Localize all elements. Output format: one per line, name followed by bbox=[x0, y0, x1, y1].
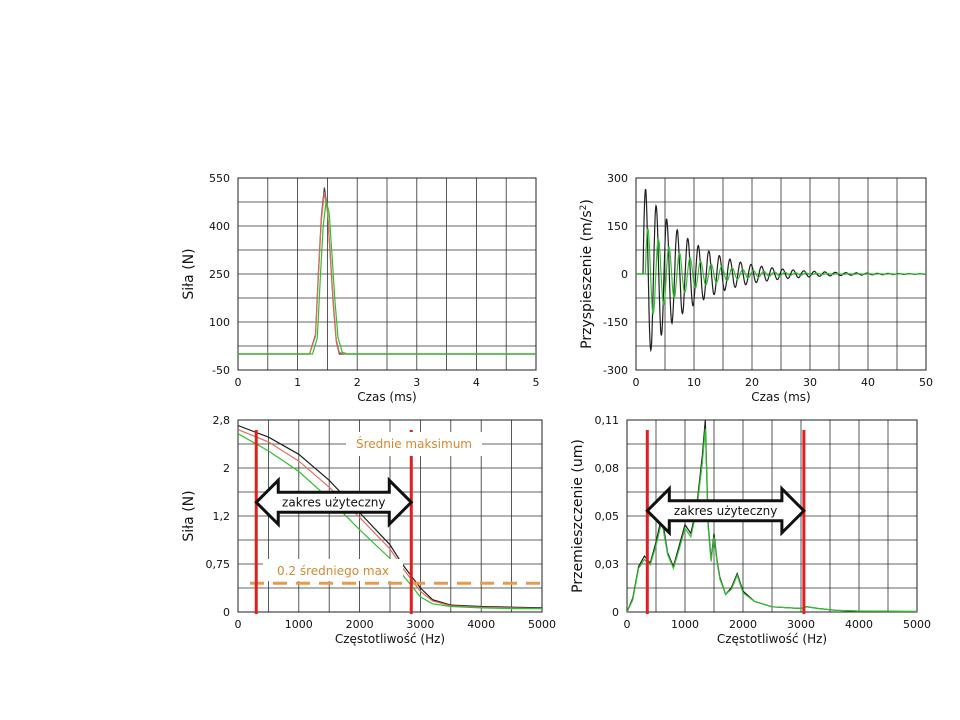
y-tick-label: -300 bbox=[603, 364, 628, 377]
x-axis-title: Czas (ms) bbox=[357, 390, 416, 404]
y-tick-label: 150 bbox=[607, 220, 628, 233]
x-axis-title: Częstotliwość (Hz) bbox=[717, 632, 827, 646]
x-tick-label: 1000 bbox=[671, 618, 699, 631]
x-tick-label: 40 bbox=[861, 376, 875, 389]
y-tick-label: 0,08 bbox=[595, 462, 620, 475]
plot-frame bbox=[626, 419, 918, 613]
y-axis-title: Przyspieszenie (m/s2) bbox=[579, 199, 595, 349]
y-tick-label: 0,05 bbox=[595, 510, 620, 523]
x-tick-label: 0 bbox=[235, 376, 242, 389]
x-tick-label: 20 bbox=[745, 376, 759, 389]
y-tick-label: 0,75 bbox=[206, 558, 231, 571]
useful-range-label: zakres użyteczny bbox=[282, 495, 385, 509]
series-line-1 bbox=[238, 192, 536, 355]
series-group bbox=[238, 187, 536, 355]
plot-frame bbox=[237, 419, 543, 613]
x-tick-label: 2000 bbox=[346, 618, 374, 631]
useful-range-label: zakres użyteczny bbox=[674, 504, 777, 518]
fraction-max-label: 0.2 średniego max bbox=[277, 564, 389, 578]
chart-force-time: 0 1 2 3 4 5 -50 100 250 400 550 Czas (ms) Siła (N) bbox=[181, 172, 540, 404]
max-label-bg bbox=[346, 432, 482, 456]
series-group bbox=[627, 420, 917, 612]
chart-accel-time: 0 10 20 30 40 50 -300 -150 0 150 300 Czas (ms) Przys… bbox=[579, 172, 933, 404]
series-line-1 bbox=[636, 227, 926, 316]
y-axis-title-end: ) bbox=[579, 199, 595, 204]
x-tick-label: 0 bbox=[624, 618, 631, 631]
useful-range-arrow bbox=[645, 485, 807, 537]
y-tick-label: -50 bbox=[212, 364, 230, 377]
x-tick-label: 5 bbox=[533, 376, 540, 389]
x-axis-title: Czas (ms) bbox=[751, 390, 810, 404]
y-tick-label: 0 bbox=[612, 606, 619, 619]
x-tick-label: 1 bbox=[294, 376, 301, 389]
y-tick-label: -150 bbox=[603, 316, 628, 329]
y-tick-label: 2,8 bbox=[213, 414, 231, 427]
average-max-label: Średnie maksimum bbox=[356, 436, 472, 451]
chart-displacement-spectrum: 0 1000 2000 3000 4000 5000 0 0,03 0,05 0,08 0,11 Cz… bbox=[570, 414, 931, 646]
y-axis-title: Siła (N) bbox=[181, 248, 197, 299]
x-tick-label: 1000 bbox=[285, 618, 313, 631]
y-tick-label: 0 bbox=[223, 606, 230, 619]
plot-frame bbox=[237, 177, 537, 371]
x-tick-label: 50 bbox=[919, 376, 933, 389]
chart-force-spectrum: 0 1000 2000 3000 4000 5000 0 0,75 1,2 2 2,8 Częstot… bbox=[181, 414, 556, 646]
y-axis-title: Siła (N) bbox=[181, 490, 197, 541]
y-tick-label: 550 bbox=[209, 172, 230, 185]
y-tick-label: 100 bbox=[209, 316, 230, 329]
x-tick-label: 4000 bbox=[845, 618, 873, 631]
series-line-1 bbox=[627, 428, 917, 612]
y-tick-label: 300 bbox=[607, 172, 628, 185]
y-axis-title: Przemieszczenie (um) bbox=[570, 439, 586, 593]
x-axis-title: Częstotliwość (Hz) bbox=[335, 632, 445, 646]
x-tick-label: 0 bbox=[235, 618, 242, 631]
x-tick-label: 2 bbox=[354, 376, 361, 389]
grid bbox=[237, 177, 537, 371]
y-tick-label: 2 bbox=[223, 462, 230, 475]
y-tick-label: 0,11 bbox=[595, 414, 620, 427]
x-tick-label: 5000 bbox=[903, 618, 931, 631]
y-tick-label: 1,2 bbox=[213, 510, 231, 523]
y-tick-label: 400 bbox=[209, 220, 230, 233]
x-tick-label: 3000 bbox=[787, 618, 815, 631]
x-tick-label: 4 bbox=[473, 376, 480, 389]
x-tick-label: 4000 bbox=[467, 618, 495, 631]
x-tick-label: 0 bbox=[633, 376, 640, 389]
x-tick-label: 5000 bbox=[528, 618, 556, 631]
series-line-2 bbox=[238, 200, 536, 355]
fraction-label-bg bbox=[263, 559, 403, 581]
y-tick-label: 0,03 bbox=[595, 558, 620, 571]
x-tick-label: 2000 bbox=[729, 618, 757, 631]
y-tick-label: 0 bbox=[621, 268, 628, 281]
x-tick-label: 10 bbox=[687, 376, 701, 389]
x-tick-label: 3 bbox=[413, 376, 420, 389]
x-tick-label: 3000 bbox=[406, 618, 434, 631]
useful-range-arrow bbox=[254, 476, 414, 528]
x-tick-label: 30 bbox=[803, 376, 817, 389]
series-group bbox=[636, 188, 926, 353]
y-axis-title-sup: 2 bbox=[579, 205, 589, 211]
y-tick-label: 250 bbox=[209, 268, 230, 281]
